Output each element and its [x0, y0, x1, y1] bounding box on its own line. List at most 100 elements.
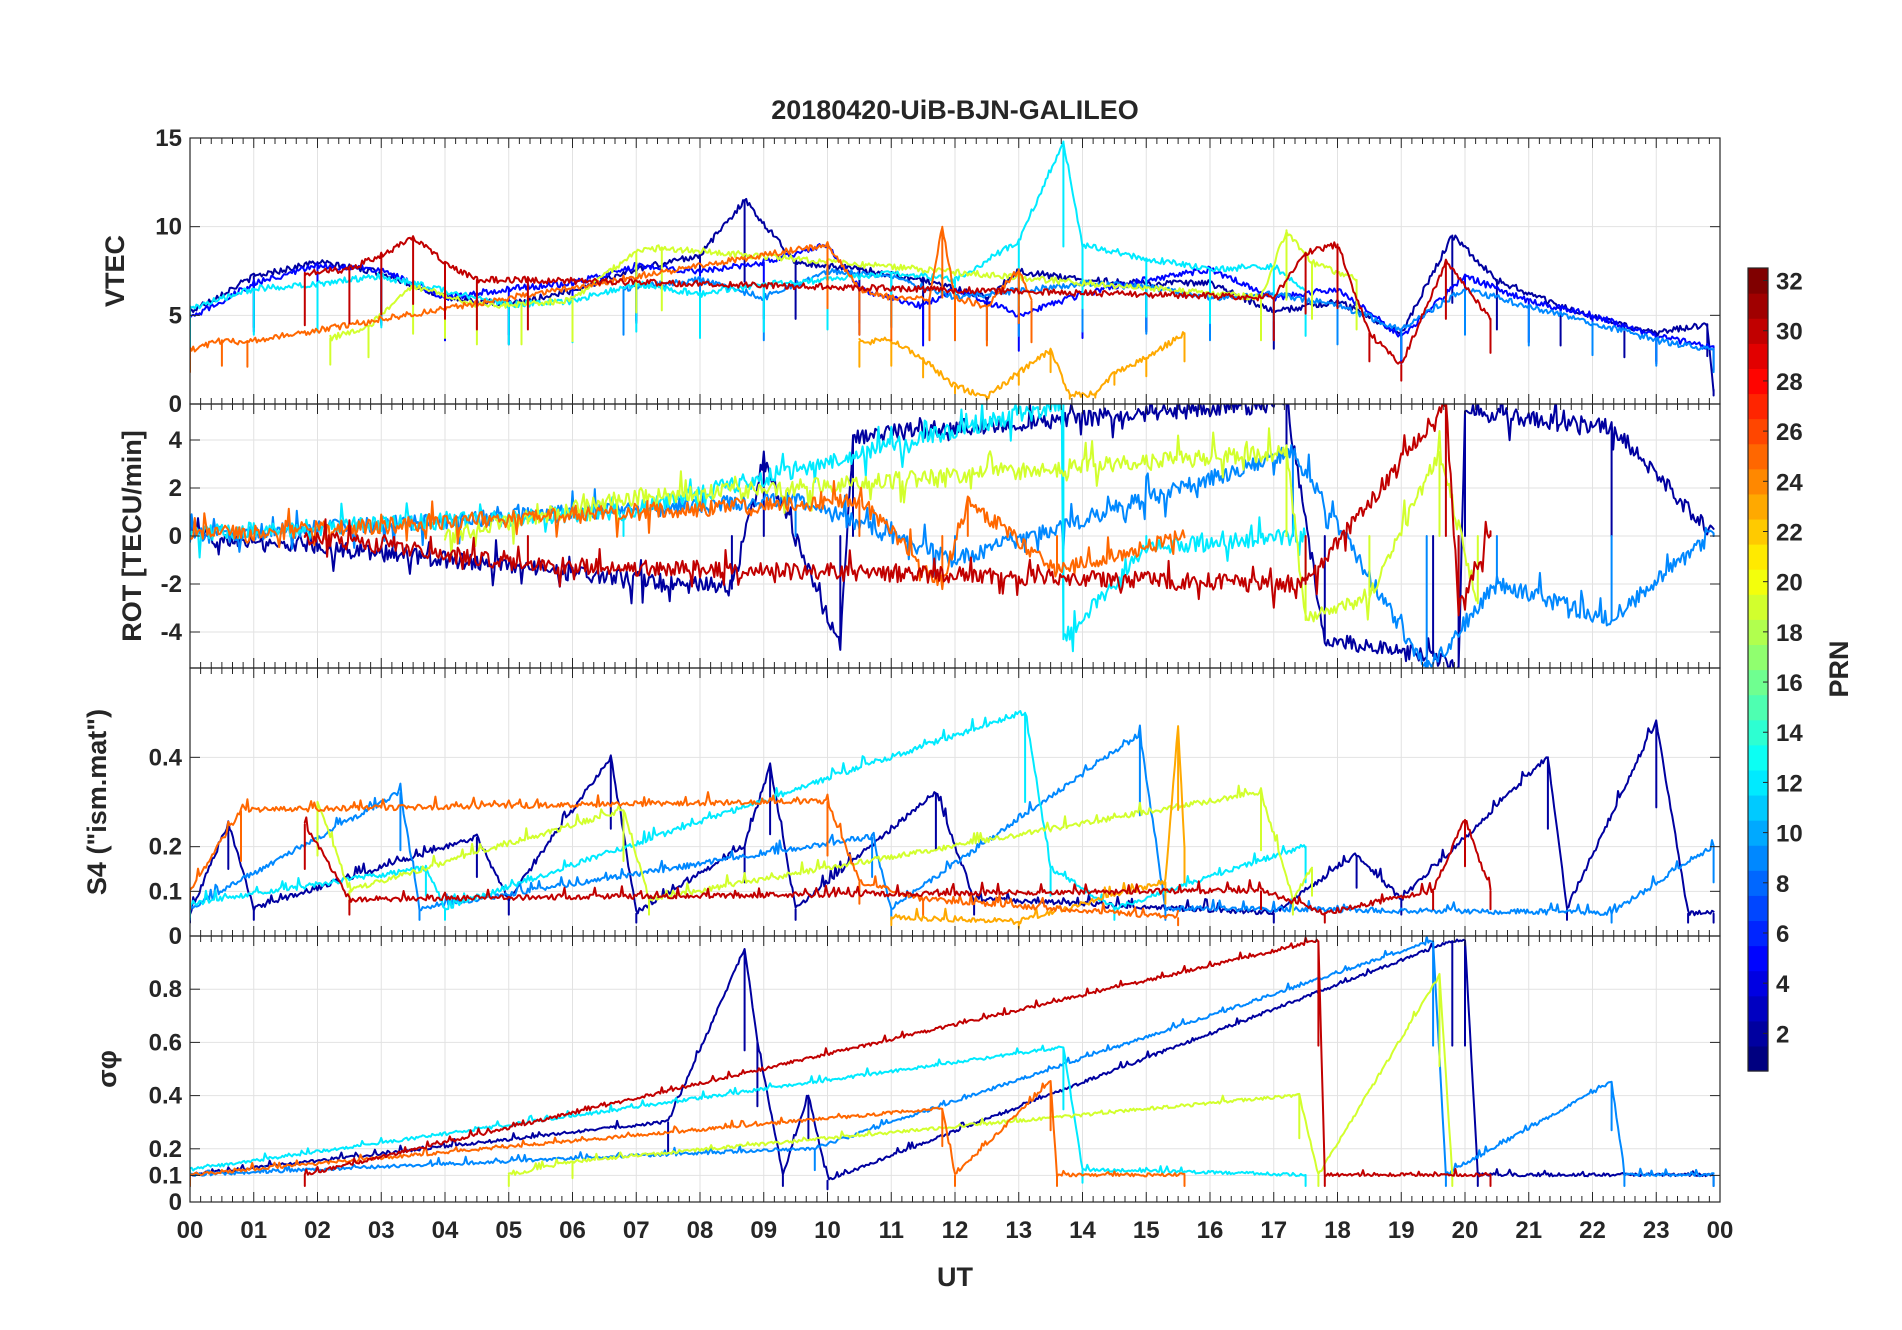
colorbar-swatch: [1748, 970, 1768, 997]
x-tick-label: 23: [1643, 1217, 1670, 1244]
series-prn-12: [190, 404, 1307, 653]
colorbar-swatch: [1748, 418, 1768, 445]
colorbar-tick-label: 28: [1776, 369, 1803, 396]
colorbar-tick-label: 12: [1776, 770, 1803, 797]
colorbar-tick-label: 24: [1776, 469, 1803, 496]
traces-sigma_phi: [190, 936, 1715, 1191]
y-tick-label: 2: [169, 475, 182, 502]
x-tick-label: 05: [495, 1217, 522, 1244]
x-tick-label: 01: [240, 1217, 267, 1244]
series-prn-30: [303, 235, 1492, 382]
x-axis-label: UT: [937, 1262, 973, 1292]
x-tick-label: 09: [750, 1217, 777, 1244]
colorbar-swatch: [1748, 443, 1768, 470]
traces-s4: [190, 710, 1715, 929]
colorbar-swatch: [1748, 518, 1768, 545]
colorbar-swatch: [1748, 669, 1768, 696]
traces-vtec: [190, 140, 1715, 401]
colorbar-swatch: [1748, 544, 1768, 570]
series-prn-23: [890, 725, 1186, 929]
x-tick-label: 02: [304, 1217, 331, 1244]
y-tick-label: 0.8: [149, 976, 182, 1003]
colorbar-tick-label: 8: [1776, 871, 1789, 898]
colorbar-swatch: [1748, 1020, 1768, 1047]
x-tick-label: 15: [1133, 1217, 1160, 1244]
colorbar-swatch: [1748, 644, 1768, 671]
y-tick-label: 0: [169, 923, 182, 950]
colorbar-swatch: [1748, 619, 1768, 646]
series-prn-12: [190, 1044, 1307, 1187]
panel-sigma_phi: 00.10.2 0.4 0.6 0.8 σφ: [92, 935, 1721, 1216]
x-tick-label: 16: [1197, 1217, 1224, 1244]
colorbar-swatch: [1748, 794, 1768, 821]
x-tick-label: 12: [942, 1217, 969, 1244]
colorbar-swatch: [1748, 895, 1768, 922]
y-tick-label: 0: [169, 1189, 182, 1216]
x-tick-label: 08: [687, 1217, 714, 1244]
colorbar-tick-label: 26: [1776, 419, 1803, 446]
y-tick-label: 0.1: [149, 878, 182, 905]
colorbar-swatch: [1748, 368, 1768, 395]
y-axis-label-rot: ROT [TECU/min]: [117, 430, 147, 641]
series-prn-2: [190, 938, 1715, 1191]
y-tick-label: 0: [169, 391, 182, 418]
colorbar-tick-label: 30: [1776, 319, 1803, 346]
x-tick-label: 04: [432, 1217, 459, 1244]
y-axis-label-sigma_phi: σφ: [92, 1050, 122, 1088]
x-tick-label: 20: [1452, 1217, 1479, 1244]
colorbar-swatch: [1748, 293, 1768, 319]
colorbar-swatch: [1748, 594, 1768, 620]
colorbar-swatch: [1748, 870, 1768, 896]
y-tick-label: 0.1: [149, 1162, 182, 1189]
series-prn-9: [190, 444, 1715, 668]
colorbar-swatch: [1748, 845, 1768, 871]
y-tick-label: 0: [169, 523, 182, 550]
series-prn-25: [190, 225, 1033, 374]
y-tick-label: 0.2: [149, 834, 182, 861]
y-axis-label-vtec: VTEC: [100, 235, 130, 307]
y-axis-label-s4: S4 ("ism.mat"): [82, 709, 112, 895]
colorbar-tick-label: 22: [1776, 519, 1803, 546]
colorbar-swatch: [1748, 945, 1768, 972]
colorbar-tick-label: 10: [1776, 821, 1803, 848]
colorbar-swatch: [1748, 318, 1768, 344]
colorbar-swatch: [1748, 268, 1768, 294]
x-tick-label: 17: [1260, 1217, 1287, 1244]
colorbar-swatch: [1748, 393, 1768, 420]
y-tick-label: 0.4: [149, 1083, 183, 1110]
colorbar-tick-label: 32: [1776, 269, 1803, 296]
colorbar-swatch: [1748, 468, 1768, 495]
colorbar-swatch: [1748, 694, 1768, 721]
series-prn-30: [303, 936, 1492, 1187]
series-prn-9: [190, 936, 1715, 1187]
y-tick-label: -2: [161, 571, 182, 598]
series-prn-9: [190, 724, 1715, 924]
colorbar-swatch: [1748, 769, 1768, 796]
colorbar-tick-label: 16: [1776, 670, 1803, 697]
y-tick-label: 10: [155, 214, 182, 241]
y-tick-label: 0.4: [149, 744, 183, 771]
colorbar-frame: [1747, 267, 1769, 1072]
colorbar-swatch: [1748, 1045, 1768, 1072]
series-prn-19: [507, 972, 1454, 1187]
colorbar-tick-label: 18: [1776, 620, 1803, 647]
y-tick-label: 0.2: [149, 1136, 182, 1163]
x-tick-label: 00: [177, 1217, 204, 1244]
colorbar-swatch: [1748, 569, 1768, 595]
series-prn-12: [190, 710, 1307, 921]
colorbar-label: PRN: [1824, 640, 1854, 697]
colorbar-tick-label: 6: [1776, 921, 1789, 948]
x-tick-label: 13: [1005, 1217, 1032, 1244]
traces-rot: [190, 404, 1715, 668]
x-tick-label: 06: [559, 1217, 586, 1244]
x-tick-label: 10: [814, 1217, 841, 1244]
x-tick-label: 03: [368, 1217, 395, 1244]
series-prn-25: [190, 1080, 1186, 1187]
colorbar-tick-label: 14: [1776, 720, 1803, 747]
y-tick-label: -4: [161, 619, 183, 646]
colorbar-tick-label: 2: [1776, 1021, 1789, 1048]
panel-rot: -4 -2 0 2 4 ROT [TECU/min]: [117, 403, 1721, 669]
